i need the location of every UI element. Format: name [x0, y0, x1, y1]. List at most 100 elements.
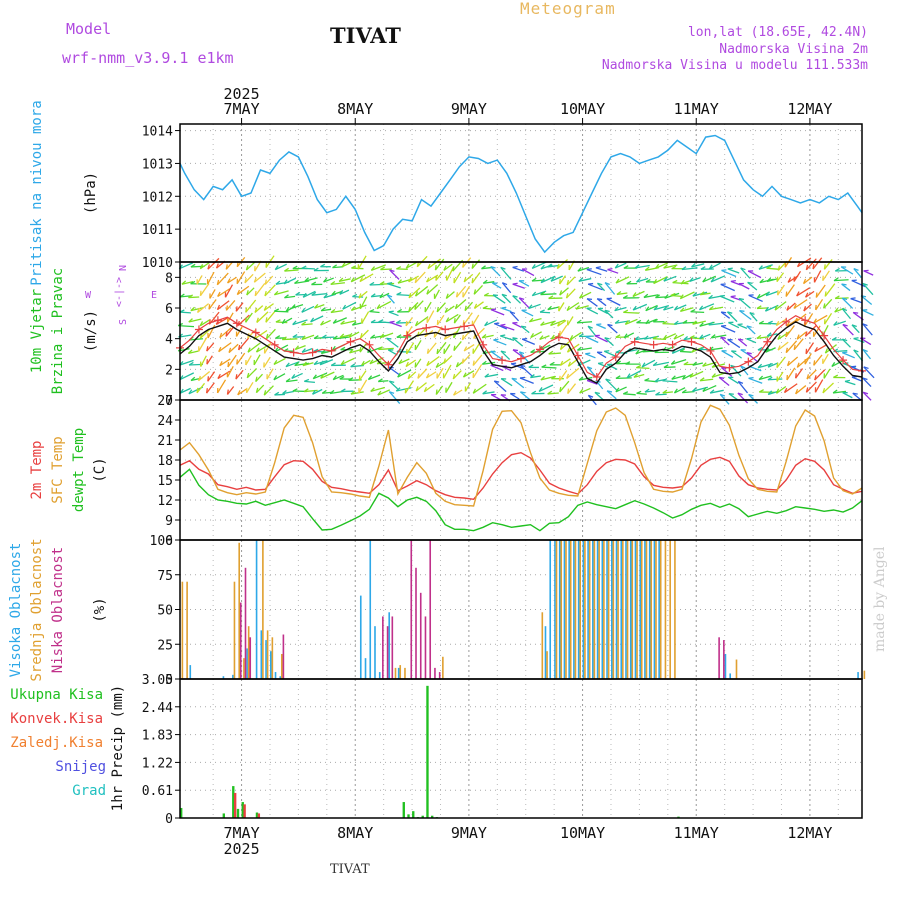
- wind-barb: [587, 299, 597, 307]
- x-day-label-bottom: 12MAY: [787, 824, 832, 842]
- cloud-bar: [584, 540, 586, 679]
- wind-barb-tick: [226, 331, 227, 336]
- wind-barb: [864, 367, 874, 378]
- dewpt-title: dewpt Temp: [71, 428, 87, 512]
- wind-barb: [851, 299, 863, 303]
- cloud-bar: [243, 658, 245, 679]
- wind-barb: [472, 315, 478, 326]
- wind-barb: [842, 298, 852, 308]
- y-tick-label: 1.83: [142, 729, 173, 744]
- wind-barb-tick: [729, 394, 734, 395]
- y-tick-label: 8: [165, 271, 173, 286]
- wind-barb-tick: [228, 362, 229, 367]
- x-day-label-bottom: 9MAY: [451, 824, 487, 842]
- wind-barb: [786, 285, 794, 297]
- wind-barb-tick: [738, 339, 743, 340]
- wind-barb: [623, 312, 639, 313]
- wind-barb: [739, 311, 751, 320]
- wind-barb: [409, 288, 420, 298]
- wind-barb-tick: [500, 324, 505, 325]
- cloud-bar: [658, 540, 660, 679]
- wind-gust-marker: [233, 319, 241, 327]
- wind-barb-tick: [209, 319, 210, 324]
- cloud-bar: [578, 540, 580, 679]
- wind-barb-tick: [749, 378, 754, 379]
- wind-barb: [218, 380, 226, 393]
- wind-barb: [843, 325, 854, 336]
- cloud-bar: [262, 540, 264, 679]
- wind-barb: [816, 285, 825, 297]
- wind-barb: [472, 273, 480, 284]
- wind-barb: [522, 269, 534, 276]
- x-year-top: 2025: [224, 85, 260, 103]
- wind-barb-tick: [588, 284, 593, 285]
- wind-barb: [255, 283, 264, 295]
- cloud-bar: [265, 640, 267, 679]
- cloud-bar: [365, 658, 367, 679]
- wind-barb: [607, 298, 621, 305]
- wind-gust-marker: [725, 364, 733, 372]
- wind-barb-tick: [437, 349, 438, 354]
- wind-barb: [513, 338, 523, 346]
- wind-barb-tick: [794, 345, 795, 350]
- footer-city: TIVAT: [330, 862, 370, 877]
- cloud-bar: [240, 603, 242, 679]
- wind-barb-tick: [513, 283, 518, 284]
- cloud-bar: [630, 540, 632, 679]
- x-day-label-top: 9MAY: [451, 100, 487, 118]
- wind-barb-tick: [598, 363, 603, 364]
- y-tick-label: 1012: [142, 190, 173, 205]
- cloud-bar: [554, 540, 556, 679]
- wind-dir-north: N: [118, 265, 129, 271]
- wind-barb-tick: [454, 318, 455, 323]
- cloud-bar: [736, 660, 738, 679]
- wind-barb-tick: [304, 379, 309, 381]
- x-day-label-top: 10MAY: [560, 100, 605, 118]
- cloud-bar: [622, 540, 624, 679]
- precip-bar: [412, 811, 414, 818]
- wind-barb: [519, 281, 529, 286]
- wind-barb-tick: [227, 390, 228, 395]
- cloud-bar: [559, 540, 561, 679]
- wind-barb-tick: [522, 339, 527, 340]
- wind-barb-tick: [521, 326, 526, 327]
- y-tick-label: 12: [157, 494, 173, 509]
- cloud-bar: [182, 582, 184, 679]
- wind-barb-tick: [777, 277, 778, 282]
- y-tick-label: 1014: [142, 125, 173, 140]
- cloud-bar: [395, 668, 397, 679]
- cloud-bar: [542, 612, 544, 679]
- wind-barb-tick: [207, 388, 208, 393]
- wind-barb-tick: [427, 349, 428, 354]
- wind-gust-marker: [460, 322, 468, 330]
- mid-cloud-title: Srednja Oblacnost: [29, 538, 45, 681]
- cloud-bar: [646, 540, 648, 679]
- wind-barb: [731, 297, 740, 300]
- wind-barb-tick: [824, 264, 825, 269]
- cloud-bar: [620, 540, 622, 679]
- cloud-bar: [189, 665, 191, 679]
- cloud-bar: [442, 657, 444, 679]
- wind-barb-tick: [483, 306, 488, 308]
- wind-barb: [767, 268, 779, 269]
- wind-barb: [608, 324, 618, 333]
- wind-barb: [843, 393, 853, 398]
- wind-barb: [360, 297, 366, 309]
- wind-barb-tick: [825, 291, 826, 296]
- wind-barb: [428, 259, 441, 269]
- wind-barb: [501, 379, 512, 386]
- wind-barb-tick: [585, 353, 590, 354]
- cloud-bar: [644, 540, 646, 679]
- cloud-bar: [718, 637, 720, 679]
- wind-barb-tick: [520, 392, 525, 393]
- cloud-bar: [399, 665, 401, 679]
- precip-bar: [234, 793, 236, 818]
- cloud-bar: [267, 630, 269, 679]
- wind-barb: [416, 286, 428, 296]
- wind-barb: [823, 354, 828, 364]
- wind-barb: [304, 381, 315, 382]
- wind-barb-tick: [721, 312, 726, 313]
- wind-barb-tick: [587, 299, 592, 300]
- cloud-bar: [655, 540, 657, 679]
- wind-barb: [447, 267, 454, 280]
